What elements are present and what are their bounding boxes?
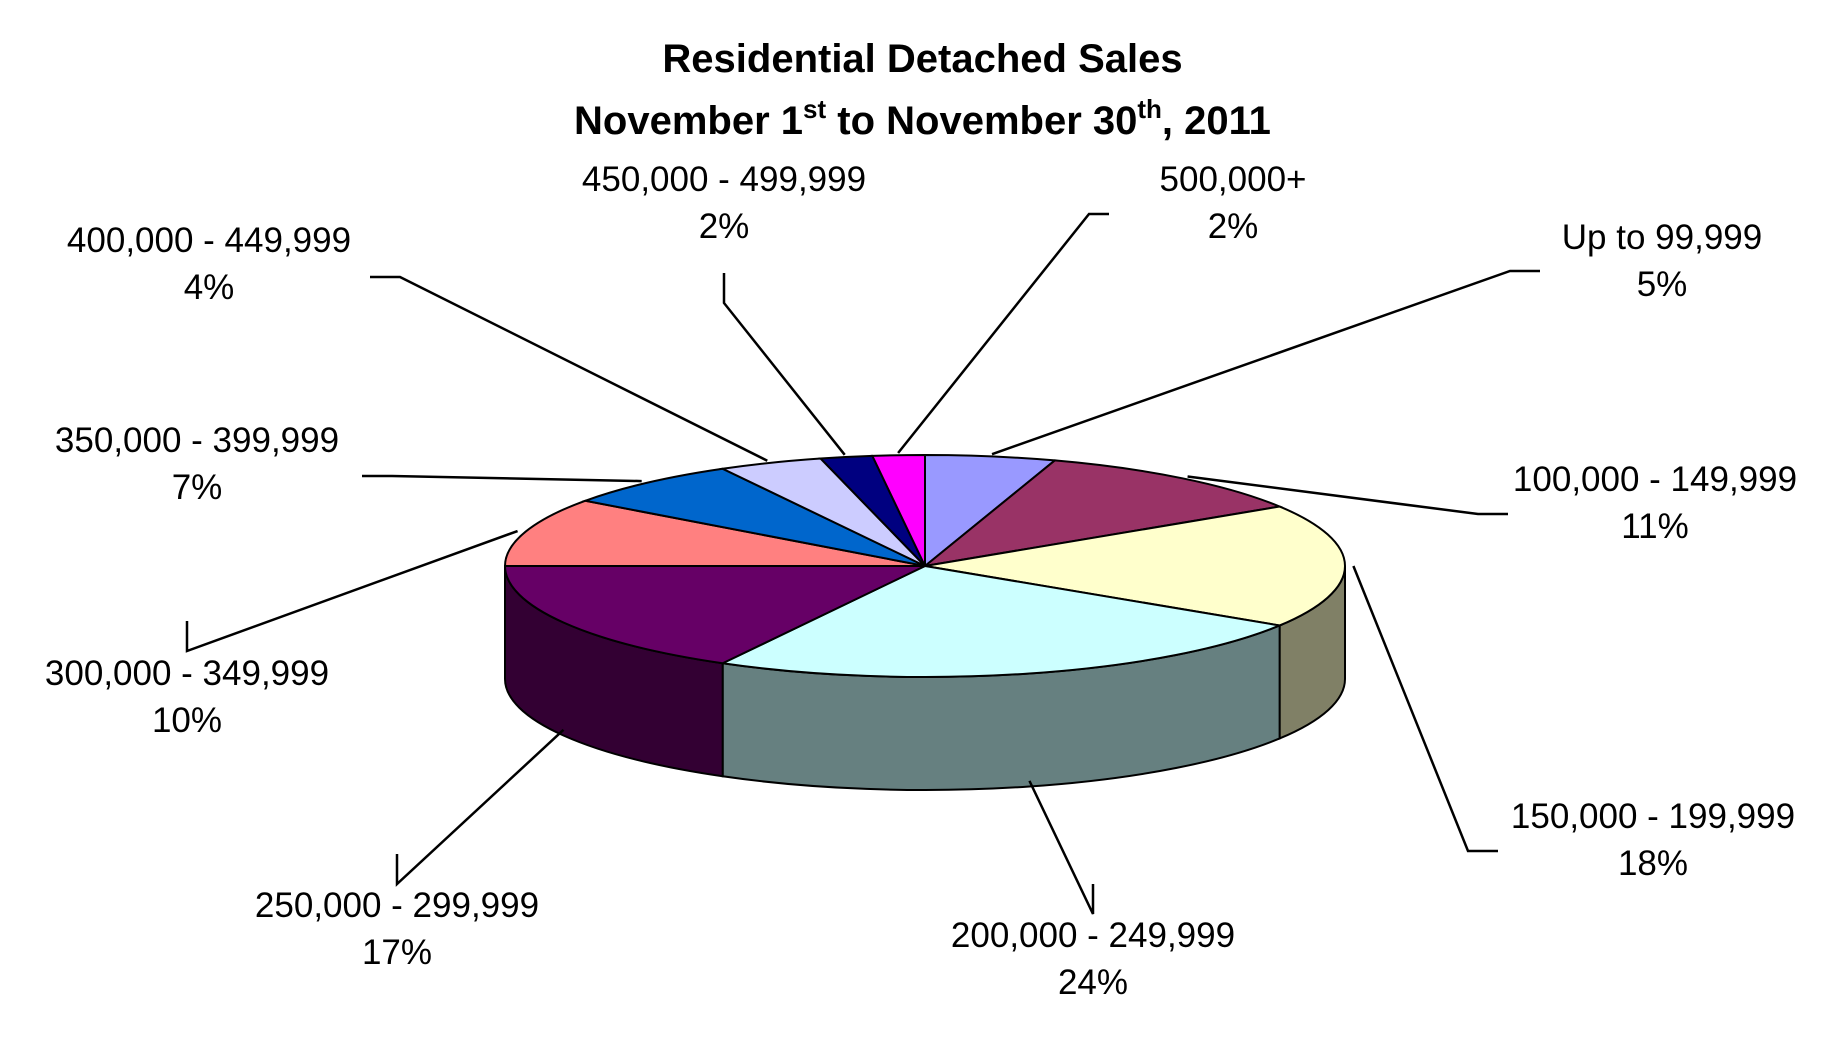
leader-line — [395, 728, 565, 887]
pie-side-walls — [504, 565, 1346, 791]
subtitle-part: November 1 — [574, 99, 804, 143]
slice-percent: 7% — [172, 468, 223, 507]
slice-label: 350,000 - 399,999 — [55, 421, 339, 460]
slice-label: 100,000 - 149,999 — [1513, 460, 1797, 499]
pie-slice — [924, 505, 1346, 627]
leader-line — [185, 529, 518, 653]
leader-line — [362, 474, 642, 483]
slice-labels: Up to 99,999 5% 100,000 - 149,999 11% 150,00… — [45, 160, 1797, 1002]
leader-line — [991, 269, 1540, 456]
leader-line — [1352, 565, 1498, 853]
pie-slice — [870, 453, 926, 567]
subtitle-sup: th — [1137, 94, 1162, 124]
leader-line — [370, 275, 768, 462]
slice-percent: 5% — [1637, 265, 1688, 304]
slice-label: 450,000 - 499,999 — [582, 160, 866, 199]
slice-label: 250,000 - 299,999 — [255, 886, 539, 925]
slice-label: 150,000 - 199,999 — [1511, 797, 1795, 836]
slice-percent: 17% — [362, 933, 432, 972]
slice-label: 400,000 - 449,999 — [67, 221, 351, 260]
subtitle-part: to November 30 — [826, 99, 1138, 143]
leader-line — [722, 273, 846, 456]
pie-slice — [503, 499, 926, 567]
chart-title: Residential Detached Sales — [662, 37, 1183, 81]
slice-percent: 4% — [184, 268, 235, 307]
pie-slice — [921, 459, 1284, 568]
pie-top — [503, 453, 1346, 678]
slice-percent: 18% — [1618, 844, 1688, 883]
slice-label: 300,000 - 349,999 — [45, 654, 329, 693]
pie-slice — [503, 565, 926, 665]
leader-lines — [185, 212, 1540, 915]
pie-slice — [581, 467, 926, 567]
slice-percent: 2% — [1208, 207, 1259, 246]
slice-percent: 10% — [152, 701, 222, 740]
chart-subtitle: November 1st to November 30th, 2011 — [0, 90, 1845, 152]
chart-title-block: Residential Detached Sales November 1st … — [0, 28, 1845, 152]
slice-percent: 2% — [699, 207, 750, 246]
slice-label: 200,000 - 249,999 — [951, 916, 1235, 955]
pie-slice — [719, 564, 1284, 678]
subtitle-part: , 2011 — [1161, 99, 1271, 143]
slice-label: 500,000+ — [1160, 160, 1307, 199]
slice-percent: 11% — [1621, 507, 1688, 546]
leader-line — [1187, 475, 1508, 516]
subtitle-sup: st — [803, 94, 827, 124]
slice-percent: 24% — [1058, 963, 1128, 1002]
slice-label: Up to 99,999 — [1562, 218, 1762, 257]
leader-line — [1028, 780, 1095, 915]
leader-line — [897, 212, 1109, 454]
